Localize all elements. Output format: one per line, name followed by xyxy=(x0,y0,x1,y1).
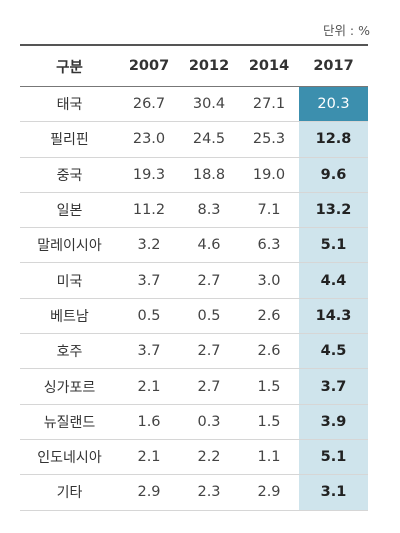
cell-2012: 2.2 xyxy=(179,438,239,475)
cell-2017: 3.1 xyxy=(299,474,368,511)
table-row: 중국 19.3 18.8 19.0 9.6 xyxy=(20,156,368,193)
header-row: 구분 2007 2012 2014 2017 xyxy=(20,45,368,87)
cell-2017: 5.1 xyxy=(299,227,368,263)
cell-2017: 12.8 xyxy=(299,121,368,158)
table-row: 미국 3.7 2.7 3.0 4.4 xyxy=(20,262,368,299)
data-table: 구분 2007 2012 2014 2017 태국 26.7 30.4 27.1… xyxy=(20,44,368,511)
cell-2012: 4.6 xyxy=(179,227,239,263)
header-year-2014: 2014 xyxy=(248,58,290,74)
cell-2007: 3.7 xyxy=(119,262,179,299)
cell-2012: 18.8 xyxy=(179,156,239,193)
cell-2007: 3.2 xyxy=(119,227,179,263)
row-name: 필리핀 xyxy=(20,121,119,158)
cell-2007: 0.5 xyxy=(119,297,179,334)
header-year-2007: 2007 xyxy=(128,58,170,74)
row-name: 일본 xyxy=(20,191,119,228)
table-row: 말레이시아 3.2 4.6 6.3 5.1 xyxy=(20,227,368,263)
table-row: 일본 11.2 8.3 7.1 13.2 xyxy=(20,191,368,228)
cell-2014: 6.3 xyxy=(239,227,299,263)
table-row: 호주 3.7 2.7 2.6 4.5 xyxy=(20,333,368,369)
table-row: 인도네시아 2.1 2.2 1.1 5.1 xyxy=(20,438,368,475)
cell-2007: 11.2 xyxy=(119,191,179,228)
row-name: 기타 xyxy=(20,474,119,511)
cell-2017: 14.3 xyxy=(299,297,368,334)
row-name: 태국 xyxy=(56,97,83,114)
cell-2007: 2.1 xyxy=(119,438,179,475)
cell-2017: 13.2 xyxy=(299,191,368,228)
table-row: 필리핀 23.0 24.5 25.3 12.8 xyxy=(20,121,368,158)
cell-2012: 8.3 xyxy=(179,191,239,228)
cell-2014: 1.5 xyxy=(239,403,299,440)
cell-2007: 1.6 xyxy=(119,403,179,440)
table-row: 뉴질랜드 1.6 0.3 1.5 3.9 xyxy=(20,403,368,440)
cell-2012: 0.5 xyxy=(179,297,239,334)
cell-2014: 3.0 xyxy=(239,262,299,299)
cell-2017: 3.7 xyxy=(299,368,368,405)
row-name: 말레이시아 xyxy=(20,227,119,263)
cell-2007: 3.7 xyxy=(119,333,179,369)
table-row: 싱가포르 2.1 2.7 1.5 3.7 xyxy=(20,368,368,405)
cell-2014: 2.9 xyxy=(239,474,299,511)
cell-2012: 24.5 xyxy=(179,121,239,158)
header-year-2012: 2012 xyxy=(188,58,230,74)
unit-label: 단위 : % xyxy=(322,23,370,38)
cell-2012: 2.7 xyxy=(179,262,239,299)
cell-2007: 2.9 xyxy=(119,474,179,511)
cell-2017: 3.9 xyxy=(299,403,368,440)
cell-2017: 9.6 xyxy=(299,156,368,193)
cell-2012: 2.3 xyxy=(179,474,239,511)
cell-2014: 2.6 xyxy=(239,297,299,334)
cell-2014: 1.1 xyxy=(239,438,299,475)
row-name: 뉴질랜드 xyxy=(20,403,119,440)
row-name: 미국 xyxy=(20,262,119,299)
cell-2012: 2.7 xyxy=(179,368,239,405)
header-year-2017: 2017 xyxy=(313,58,354,74)
cell-2014: 25.3 xyxy=(239,121,299,158)
cell-2014: 19.0 xyxy=(239,156,299,193)
cell-2012: 30.4 xyxy=(192,96,226,113)
cell-2014: 27.1 xyxy=(252,96,286,113)
cell-2014: 1.5 xyxy=(239,368,299,405)
header-category: 구분 xyxy=(56,59,83,76)
row-name: 인도네시아 xyxy=(20,438,119,475)
row-name: 호주 xyxy=(20,333,119,369)
row-name: 중국 xyxy=(20,156,119,193)
table-row: 기타 2.9 2.3 2.9 3.1 xyxy=(20,474,368,511)
cell-2017: 4.4 xyxy=(299,262,368,299)
table-row: 베트남 0.5 0.5 2.6 14.3 xyxy=(20,297,368,334)
table-row: 태국 26.7 30.4 27.1 20.3 xyxy=(20,86,368,122)
cell-2012: 0.3 xyxy=(179,403,239,440)
cell-2007: 26.7 xyxy=(132,96,166,113)
row-name: 싱가포르 xyxy=(20,368,119,405)
cell-2017: 4.5 xyxy=(299,333,368,369)
cell-2007: 19.3 xyxy=(119,156,179,193)
cell-2017: 20.3 xyxy=(299,86,368,122)
cell-2017: 5.1 xyxy=(299,438,368,475)
cell-2007: 2.1 xyxy=(119,368,179,405)
row-name: 베트남 xyxy=(20,297,119,334)
cell-2012: 2.7 xyxy=(179,333,239,369)
cell-2014: 2.6 xyxy=(239,333,299,369)
cell-2014: 7.1 xyxy=(239,191,299,228)
cell-2007: 23.0 xyxy=(119,121,179,158)
